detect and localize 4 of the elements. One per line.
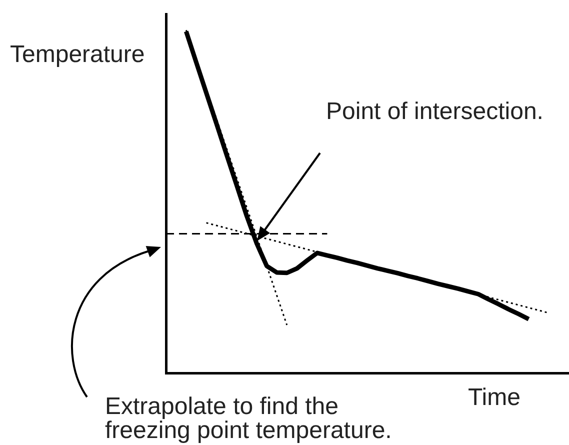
text: Extrapolate to find the freezing point temperature. [105, 393, 393, 444]
annotation: Point of intersection. [326, 98, 544, 125]
x-axis-title: Time [468, 384, 520, 411]
y-axis-title: Temperature [10, 41, 145, 68]
